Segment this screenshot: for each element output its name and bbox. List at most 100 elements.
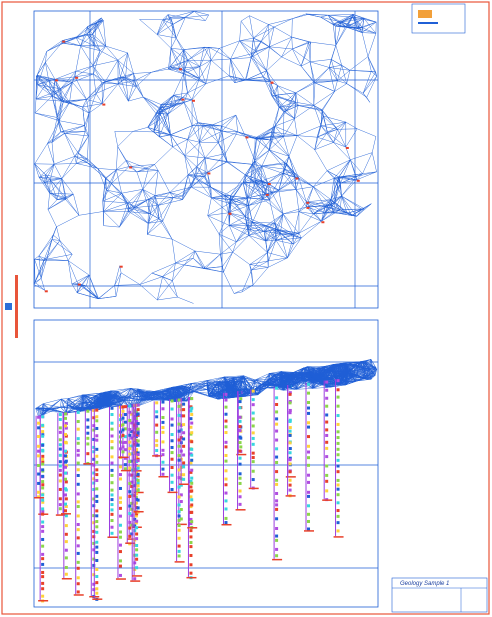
strata: [251, 469, 255, 473]
strata: [63, 449, 67, 453]
strata: [336, 514, 340, 518]
strata: [307, 456, 311, 460]
strata: [95, 540, 99, 544]
strata: [37, 454, 41, 458]
strata: [182, 477, 186, 481]
strata: [118, 564, 122, 568]
borehole-end: [131, 470, 142, 472]
borehole-end: [248, 487, 259, 490]
strata: [128, 404, 132, 408]
strata: [336, 436, 340, 440]
strata: [110, 525, 114, 529]
strata: [288, 470, 292, 474]
strata: [288, 391, 292, 395]
strata: [336, 395, 340, 399]
strata: [95, 468, 99, 472]
strata: [177, 524, 181, 528]
strata: [182, 408, 186, 412]
strata: [238, 456, 242, 460]
strata: [155, 430, 159, 434]
strata: [118, 506, 122, 510]
strata: [58, 507, 62, 511]
strata: [135, 537, 139, 541]
strata: [307, 512, 311, 516]
strata: [41, 443, 45, 447]
strata: [238, 476, 242, 480]
strata: [118, 514, 122, 518]
strata: [288, 458, 292, 462]
strata: [135, 413, 139, 417]
strata: [92, 541, 96, 545]
strata: [238, 449, 242, 453]
strata: [275, 438, 279, 442]
strata: [58, 413, 62, 417]
strata: [224, 405, 228, 409]
strata: [41, 483, 45, 487]
strata: [63, 509, 67, 513]
strata: [76, 514, 80, 518]
strata: [224, 440, 228, 444]
strata: [133, 423, 137, 427]
strata: [133, 503, 137, 507]
strata: [251, 389, 255, 393]
strata: [238, 435, 242, 439]
strata: [189, 409, 193, 413]
strata: [95, 530, 99, 534]
borehole-end: [176, 523, 187, 526]
strata: [251, 403, 255, 407]
strata: [95, 494, 99, 498]
strata: [307, 435, 311, 439]
borehole-end: [235, 509, 246, 511]
strata: [133, 431, 137, 435]
strata: [251, 436, 255, 440]
strata: [92, 504, 96, 508]
strata: [179, 507, 183, 511]
strata: [76, 420, 80, 424]
strata: [336, 487, 340, 491]
strata: [307, 519, 311, 523]
strata: [95, 581, 99, 585]
strata: [118, 500, 122, 504]
strata: [177, 510, 181, 514]
strata: [41, 457, 45, 461]
strata: [92, 488, 96, 492]
strata: [92, 450, 96, 454]
strata: [135, 506, 139, 510]
strata: [76, 453, 80, 457]
strata: [134, 417, 138, 421]
sample-point: [55, 79, 59, 82]
strata: [135, 467, 139, 471]
strata: [95, 473, 99, 477]
strata: [189, 522, 193, 526]
strata: [288, 426, 292, 430]
strata: [189, 461, 193, 465]
strata: [133, 577, 137, 581]
strata: [224, 392, 228, 396]
strata: [238, 400, 242, 404]
strata: [307, 391, 311, 395]
strata: [37, 495, 41, 499]
side-bar: [15, 275, 18, 338]
strata: [133, 567, 137, 571]
borehole-end: [55, 514, 66, 516]
strata: [224, 477, 228, 481]
strata: [288, 408, 292, 412]
strata: [58, 464, 62, 468]
strata: [238, 481, 242, 485]
strata: [275, 386, 279, 390]
strata: [41, 562, 45, 566]
strata: [177, 554, 181, 558]
sample-point: [306, 206, 310, 209]
strata: [92, 588, 96, 592]
strata: [325, 413, 329, 417]
strata: [95, 567, 99, 571]
strata: [135, 403, 139, 407]
strata: [336, 453, 340, 457]
strata: [288, 483, 292, 487]
strata: [134, 496, 138, 500]
strata: [58, 443, 62, 447]
strata: [170, 445, 174, 449]
strata: [275, 422, 279, 426]
strata: [76, 500, 80, 504]
legend-box: [411, 3, 466, 34]
